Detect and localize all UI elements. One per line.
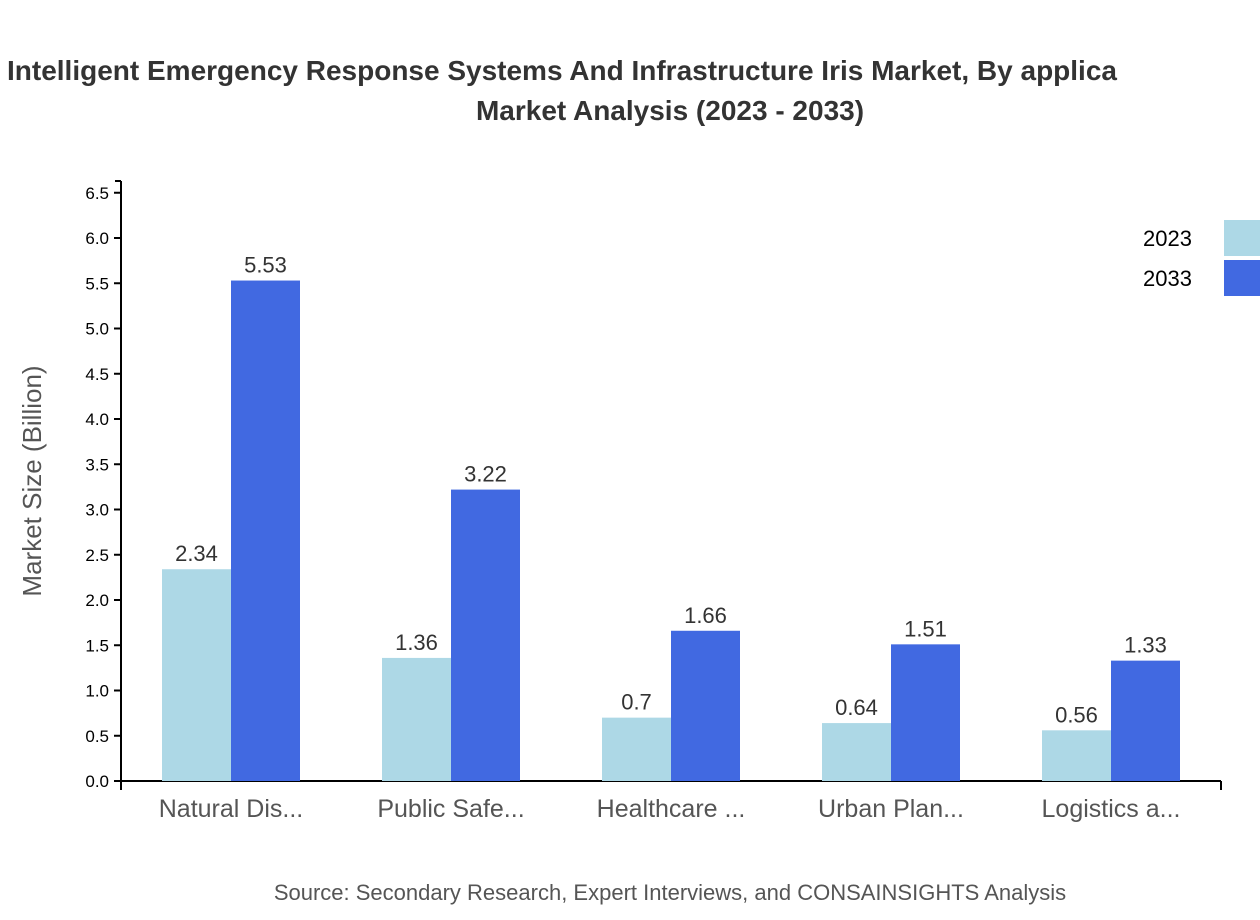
x-tick-label: Logistics a...: [1042, 795, 1181, 823]
y-tick-label: 0.5: [85, 727, 109, 746]
y-tick-label: 6.0: [85, 229, 109, 248]
y-tick-label: 3.0: [85, 501, 109, 520]
bar-2033: [891, 644, 960, 781]
bar-2033: [671, 630, 740, 781]
y-tick-label: 5.0: [85, 320, 109, 339]
x-tick-label: Healthcare ...: [597, 795, 746, 823]
bar-2033: [451, 489, 520, 781]
bar-2023: [1042, 730, 1111, 781]
y-tick-label: 2.0: [85, 591, 109, 610]
y-tick-label: 5.5: [85, 274, 109, 293]
bar-2023: [162, 569, 231, 781]
bar-2023: [382, 657, 451, 781]
y-tick-label: 6.5: [85, 184, 109, 203]
bar-2033: [1111, 660, 1180, 781]
source-note: Source: Secondary Research, Expert Inter…: [274, 880, 1066, 905]
legend-swatch-2023: [1224, 220, 1260, 256]
y-tick-label: 3.5: [85, 455, 109, 474]
chart-title-line1: Intelligent Emergency Response Systems A…: [7, 55, 1117, 86]
y-tick-label: 2.5: [85, 546, 109, 565]
bar-value-label: 0.7: [621, 690, 652, 715]
bar-2023: [602, 717, 671, 781]
x-tick-label: Urban Plan...: [818, 795, 964, 823]
bar-value-label: 5.53: [244, 253, 287, 278]
legend-label-2023: 2023: [1143, 226, 1192, 251]
bar-value-label: 1.36: [395, 630, 438, 655]
bar-value-label: 2.34: [175, 541, 218, 566]
x-tick-label: Natural Dis...: [159, 795, 303, 823]
bar-value-label: 1.66: [684, 603, 727, 628]
y-tick-label: 4.0: [85, 410, 109, 429]
legend-swatch-2033: [1224, 260, 1260, 296]
chart-title-line2: Market Analysis (2023 - 2033): [476, 95, 864, 126]
bar-value-label: 0.64: [835, 695, 878, 720]
y-tick-label: 1.0: [85, 682, 109, 701]
y-tick-label: 1.5: [85, 636, 109, 655]
bar-2023: [822, 723, 891, 781]
x-tick-label: Public Safe...: [377, 795, 524, 823]
y-axis-label: Market Size (Billion): [17, 365, 47, 596]
legend-label-2033: 2033: [1143, 266, 1192, 291]
bar-value-label: 1.33: [1124, 633, 1167, 658]
y-tick-label: 0.0: [85, 772, 109, 791]
bar-2033: [231, 280, 300, 781]
bar-value-label: 3.22: [464, 462, 507, 487]
bar-value-label: 1.51: [904, 616, 947, 641]
y-tick-label: 4.5: [85, 365, 109, 384]
bar-value-label: 0.56: [1055, 702, 1098, 727]
